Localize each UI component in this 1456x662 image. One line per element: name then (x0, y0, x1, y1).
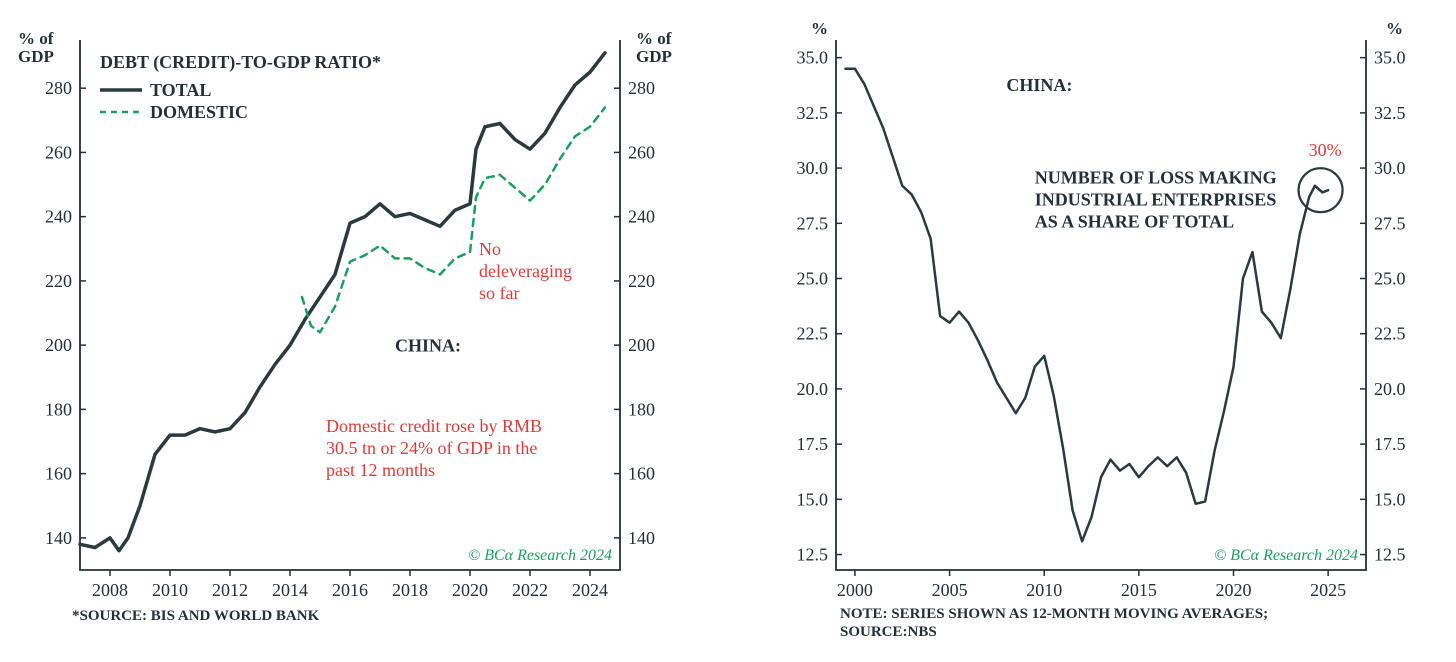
svg-text:2022: 2022 (512, 580, 548, 600)
svg-text:12.5: 12.5 (1374, 545, 1406, 565)
svg-text:2008: 2008 (92, 580, 128, 600)
svg-text:2000: 2000 (837, 580, 873, 600)
svg-text:2025: 2025 (1310, 580, 1346, 600)
source-text: *SOURCE: BIS AND WORLD BANK (72, 608, 320, 624)
svg-text:2005: 2005 (932, 580, 968, 600)
svg-text:2014: 2014 (272, 580, 308, 600)
annotation-china: CHINA: (395, 336, 461, 356)
svg-text:22.5: 22.5 (1374, 324, 1406, 344)
svg-text:200: 200 (628, 335, 655, 355)
svg-text:% ofGDP: % ofGDP (636, 29, 672, 66)
svg-text:%: % (1386, 19, 1403, 38)
svg-text:15.0: 15.0 (1374, 489, 1406, 509)
annotation-china: CHINA: (1006, 75, 1072, 95)
svg-text:140: 140 (45, 528, 72, 548)
svg-text:32.5: 32.5 (1374, 103, 1406, 123)
annotation-domestic-credit: Domestic credit rose by RMB30.5 tn or 24… (326, 416, 542, 480)
legend-item-domestic: DOMESTIC (150, 102, 248, 122)
loss-making-chart: 12.5 12.5 15.0 15.0 17.5 17.5 20.0 20.0 22.5 22.5… (756, 10, 1436, 650)
svg-text:27.5: 27.5 (797, 213, 829, 233)
svg-text:2015: 2015 (1121, 580, 1157, 600)
svg-text:200: 200 (45, 335, 72, 355)
svg-text:32.5: 32.5 (797, 103, 829, 123)
svg-text:140: 140 (628, 528, 655, 548)
debt-gdp-chart: 140 140 160 160 180 180 200 200 220 220 240 240 260 2… (10, 10, 690, 650)
svg-text:220: 220 (628, 271, 655, 291)
legend-item-total: TOTAL (150, 80, 211, 100)
svg-text:30.0: 30.0 (1374, 158, 1406, 178)
svg-text:2012: 2012 (212, 580, 248, 600)
series-domestic (302, 107, 605, 332)
svg-text:%: % (811, 19, 828, 38)
svg-text:15.0: 15.0 (797, 489, 829, 509)
svg-text:12.5: 12.5 (797, 545, 829, 565)
svg-text:2010: 2010 (1026, 580, 1062, 600)
legend-title: DEBT (CREDIT)-TO-GDP RATIO* (100, 52, 381, 73)
debt-gdp-chart-panel: 140 140 160 160 180 180 200 200 220 220 240 240 260 2… (10, 10, 690, 650)
callout-label: 30% (1309, 140, 1342, 160)
svg-text:160: 160 (45, 464, 72, 484)
copyright-text: © BCα Research 2024 (468, 547, 612, 564)
svg-text:2016: 2016 (332, 580, 368, 600)
svg-text:280: 280 (628, 78, 655, 98)
svg-text:2020: 2020 (1216, 580, 1252, 600)
loss-making-chart-panel: 12.5 12.5 15.0 15.0 17.5 17.5 20.0 20.0 22.5 22.5… (756, 10, 1436, 650)
svg-text:27.5: 27.5 (1374, 213, 1406, 233)
svg-text:2020: 2020 (452, 580, 488, 600)
svg-text:2010: 2010 (152, 580, 188, 600)
svg-text:260: 260 (45, 142, 72, 162)
svg-text:240: 240 (45, 207, 72, 227)
svg-text:220: 220 (45, 271, 72, 291)
svg-text:20.0: 20.0 (797, 379, 829, 399)
svg-text:160: 160 (628, 464, 655, 484)
svg-text:260: 260 (628, 142, 655, 162)
copyright-text: © BCα Research 2024 (1214, 547, 1358, 564)
svg-text:180: 180 (45, 399, 72, 419)
svg-text:25.0: 25.0 (1374, 269, 1406, 289)
annotation-body: NUMBER OF LOSS MAKINGINDUSTRIAL ENTERPRI… (1035, 168, 1277, 232)
svg-text:35.0: 35.0 (1374, 48, 1406, 68)
svg-text:25.0: 25.0 (797, 269, 829, 289)
dual-chart-page: 140 140 160 160 180 180 200 200 220 220 240 240 260 2… (0, 0, 1456, 662)
svg-text:22.5: 22.5 (797, 324, 829, 344)
svg-text:280: 280 (45, 78, 72, 98)
svg-text:20.0: 20.0 (1374, 379, 1406, 399)
svg-text:35.0: 35.0 (797, 48, 829, 68)
series-loss-making (845, 69, 1328, 542)
svg-text:% ofGDP: % ofGDP (18, 29, 54, 66)
svg-text:2018: 2018 (392, 580, 428, 600)
annotation-no-deleveraging: Nodeleveragingso far (479, 239, 572, 303)
note-text: NOTE: SERIES SHOWN AS 12-MONTH MOVING AV… (840, 606, 1268, 640)
svg-text:240: 240 (628, 207, 655, 227)
svg-text:180: 180 (628, 399, 655, 419)
svg-text:17.5: 17.5 (797, 434, 829, 454)
svg-text:2024: 2024 (572, 580, 608, 600)
svg-text:30.0: 30.0 (797, 158, 829, 178)
svg-text:17.5: 17.5 (1374, 434, 1406, 454)
